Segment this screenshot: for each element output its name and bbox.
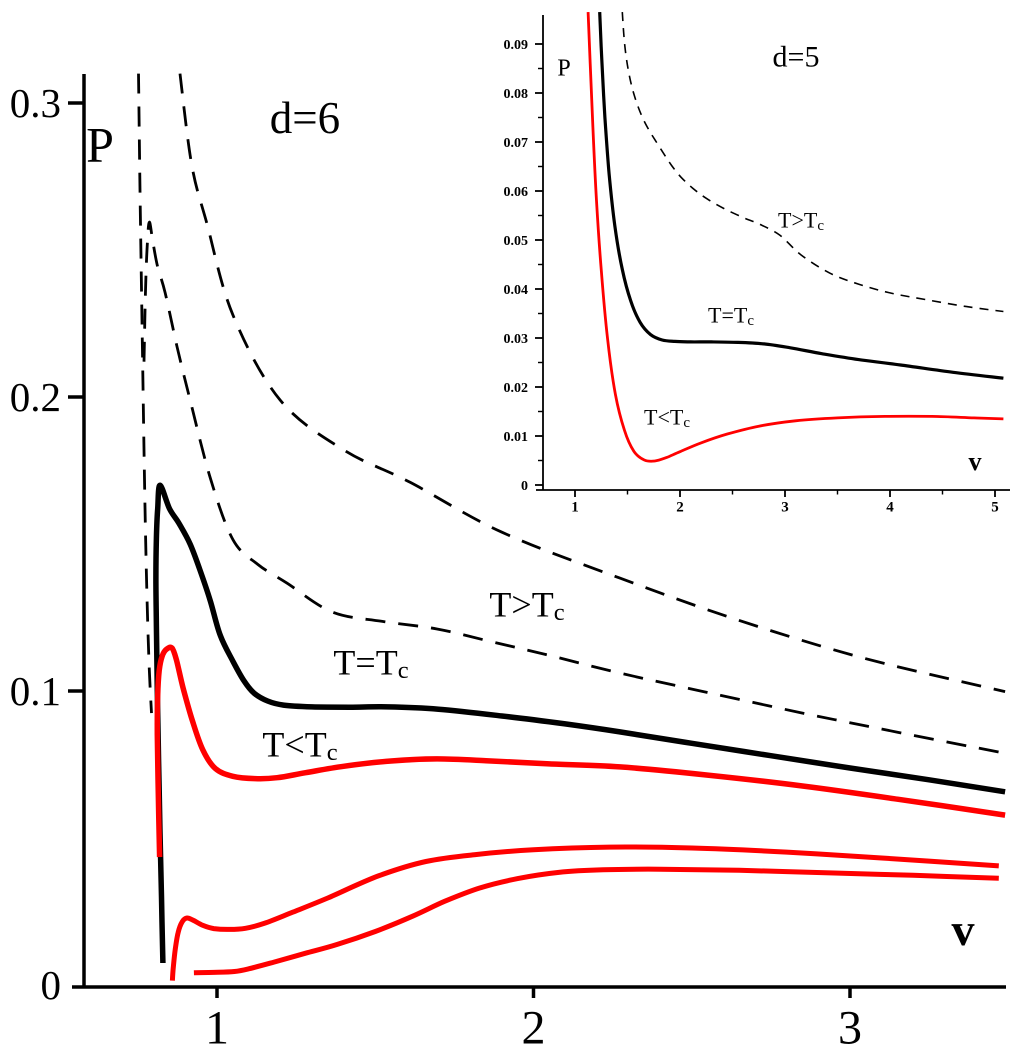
main-x-tick-label-1: 1: [205, 1002, 229, 1055]
inset-y-tick-label-0.06: 0.06: [504, 185, 529, 200]
inset-chart: 0.09 0.08 0.07 0.06 0.05 0.04 0.03 0.02 0.01 0 1 2 3…: [504, 12, 1010, 515]
main-label-T-greater-Tc: T>Tc: [489, 585, 564, 627]
inset-x-tick-label-3: 3: [781, 499, 789, 515]
main-label-T-less-Tc: T<Tc: [262, 725, 337, 767]
inset-label-T-greater-Tc-subscript: c: [817, 218, 824, 234]
inset-isotherm-T-less-Tc: [586, 12, 1004, 463]
isotherm-T-less-Tc-middle: [169, 844, 999, 981]
inset-x-tick-label-2: 2: [676, 499, 684, 515]
main-label-T-equals-Tc-subscript: c: [398, 657, 409, 684]
main-x-tick-label-3: 3: [838, 1002, 862, 1055]
inset-label-T-less-Tc: T<Tc: [644, 405, 690, 431]
inset-x-tick-label-4: 4: [886, 499, 894, 515]
main-ylabel: P: [86, 117, 114, 173]
inset-label-T-equals-Tc-subscript: c: [747, 313, 754, 329]
main-y-tick-label-0: 0: [41, 962, 62, 1008]
inset-y-tick-label-0: 0: [521, 479, 528, 494]
main-y-tick-label-0.2: 0.2: [10, 374, 61, 420]
inset-title: d=5: [773, 41, 820, 74]
main-title: d=6: [270, 93, 340, 143]
main-y-tick-label-0.3: 0.3: [10, 80, 61, 126]
main-label-T-greater-Tc-subscript: c: [554, 599, 565, 626]
inset-y-tick-label-0.08: 0.08: [504, 87, 529, 102]
inset-x-tick-label-1: 1: [571, 499, 579, 515]
inset-y-tick-label-0.04: 0.04: [504, 283, 529, 298]
isotherm-T-much-greater-Tc-left-branch: [137, 73, 153, 714]
inset-isotherm-T-greater-Tc: [621, 12, 1004, 313]
inset-y-tick-label-0.02: 0.02: [504, 381, 529, 396]
main-label-T-less-Tc-subscript: c: [327, 739, 338, 766]
inset-xlabel: v: [969, 447, 982, 476]
isotherm-T-equals-Tc-critical: [153, 482, 1006, 964]
main-xlabel: v: [952, 904, 975, 955]
inset-y-tick-label-0.01: 0.01: [504, 430, 529, 445]
isotherm-T-less-Tc-lowest: [193, 866, 999, 976]
main-chart: 0.3 0.2 0.1 0 1 2 3 P d=6 T>Tc T=Tc T<Tc v: [10, 73, 1006, 1055]
inset-isotherm-T-equals-Tc: [598, 12, 1004, 380]
inset-ylabel: P: [557, 55, 570, 81]
main-x-tick-label-2: 2: [522, 1002, 546, 1055]
inset-label-T-greater-Tc: T>Tc: [778, 208, 824, 234]
main-y-tick-label-0.1: 0.1: [10, 668, 61, 714]
main-label-T-equals-Tc: T=Tc: [333, 643, 408, 685]
inset-label-T-equals-Tc: T=Tc: [708, 303, 754, 329]
isotherm-T-much-greater-Tc-right-branch: [178, 73, 1006, 693]
inset-x-tick-label-5: 5: [991, 499, 999, 515]
inset-y-tick-label-0.05: 0.05: [504, 234, 529, 249]
inset-y-tick-label-0.03: 0.03: [504, 332, 529, 347]
inset-label-T-less-Tc-subscript: c: [683, 415, 690, 431]
isotherm-T-less-Tc-upper: [154, 644, 1006, 858]
inset-y-tick-label-0.09: 0.09: [504, 38, 529, 53]
isotherm-T-greater-Tc-near-critical: [142, 220, 1006, 755]
inset-y-tick-label-0.07: 0.07: [504, 136, 529, 151]
